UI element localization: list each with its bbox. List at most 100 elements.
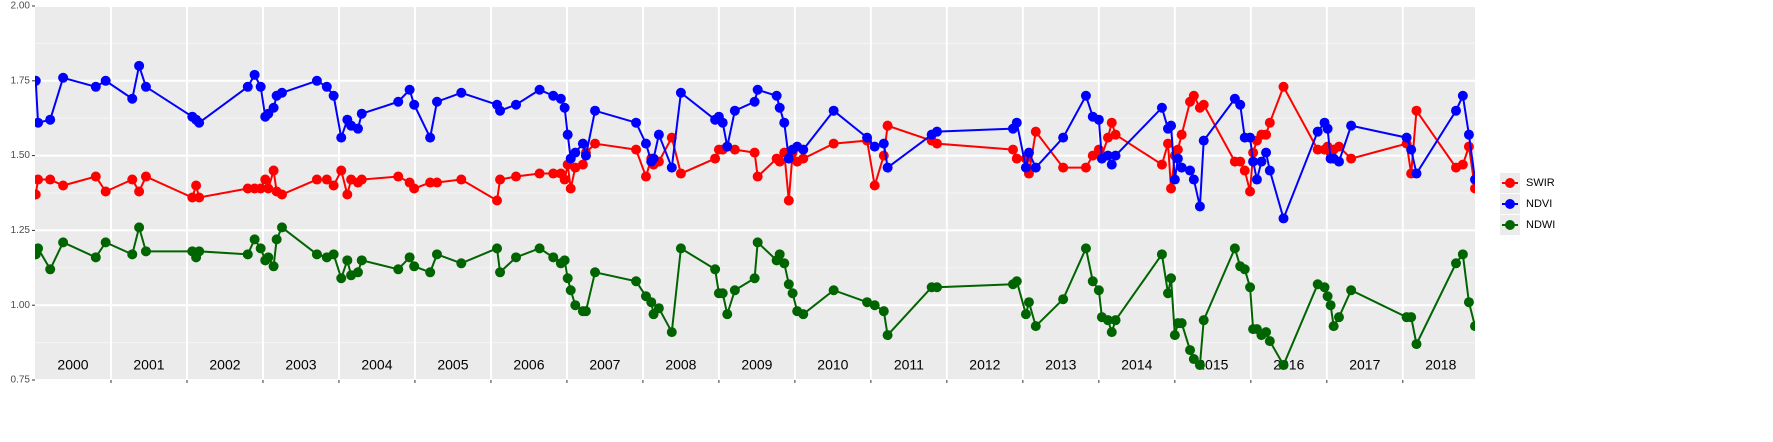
- point: [783, 279, 794, 290]
- point: [1156, 102, 1167, 113]
- point: [328, 249, 339, 260]
- point: [1198, 99, 1209, 110]
- point: [1093, 114, 1104, 125]
- point: [570, 300, 581, 311]
- point: [342, 189, 353, 200]
- point: [456, 87, 467, 98]
- point: [255, 183, 266, 194]
- point: [722, 309, 733, 320]
- point: [1239, 264, 1250, 275]
- point: [570, 147, 581, 158]
- point: [58, 237, 69, 248]
- point: [1156, 159, 1167, 170]
- point: [1256, 156, 1267, 167]
- point: [495, 174, 506, 185]
- point: [187, 192, 198, 203]
- point: [1401, 132, 1412, 143]
- point: [862, 132, 873, 143]
- point: [749, 273, 760, 284]
- point: [931, 126, 942, 137]
- point: [127, 174, 138, 185]
- point: [1261, 147, 1272, 158]
- series: [35, 60, 1475, 224]
- point: [1470, 321, 1475, 332]
- point: [1185, 165, 1196, 176]
- series: [35, 222, 1475, 371]
- year-label: 2002: [209, 357, 240, 373]
- point: [749, 96, 760, 107]
- point: [1110, 129, 1121, 140]
- point: [798, 153, 809, 164]
- point: [311, 249, 322, 260]
- point: [311, 75, 322, 86]
- point: [255, 81, 266, 92]
- point: [729, 144, 740, 155]
- point: [878, 306, 889, 317]
- point: [140, 246, 151, 257]
- point: [646, 297, 657, 308]
- point: [336, 273, 347, 284]
- point: [717, 288, 728, 299]
- point: [548, 252, 559, 263]
- point: [511, 252, 522, 263]
- point: [710, 153, 721, 164]
- point: [456, 174, 467, 185]
- point: [534, 243, 545, 254]
- point: [580, 306, 591, 317]
- point: [1087, 276, 1098, 287]
- point: [242, 249, 253, 260]
- legend-point: [1505, 199, 1515, 209]
- point: [393, 264, 404, 275]
- point: [1176, 129, 1187, 140]
- point: [1106, 117, 1117, 128]
- legend-point: [1505, 220, 1515, 230]
- point: [631, 117, 642, 128]
- point: [1312, 144, 1323, 155]
- point: [409, 261, 420, 272]
- point: [1188, 174, 1199, 185]
- point: [194, 117, 205, 128]
- point: [431, 177, 442, 188]
- point: [675, 168, 686, 179]
- point: [321, 81, 332, 92]
- point: [580, 150, 591, 161]
- point: [1007, 144, 1018, 155]
- point: [1185, 345, 1196, 356]
- point: [425, 267, 436, 278]
- point: [431, 249, 442, 260]
- legend-label: SWIR: [1526, 177, 1555, 189]
- point: [717, 117, 728, 128]
- point: [242, 183, 253, 194]
- point: [140, 171, 151, 182]
- point: [1058, 162, 1069, 173]
- year-label: 2012: [969, 357, 1000, 373]
- point: [1030, 321, 1041, 332]
- point: [1080, 90, 1091, 101]
- year-label: 2000: [57, 357, 88, 373]
- point: [1457, 159, 1468, 170]
- point: [828, 105, 839, 116]
- point: [393, 171, 404, 182]
- point: [771, 90, 782, 101]
- point: [779, 117, 790, 128]
- point: [729, 105, 740, 116]
- point: [1011, 276, 1022, 287]
- point: [1110, 150, 1121, 161]
- point: [276, 189, 287, 200]
- point: [1264, 336, 1275, 347]
- year-label: 2018: [1425, 357, 1456, 373]
- point: [321, 174, 332, 185]
- point: [1156, 249, 1167, 260]
- point: [548, 90, 559, 101]
- point: [1102, 132, 1113, 143]
- point: [1333, 156, 1344, 167]
- point: [1106, 327, 1117, 338]
- year-label: 2016: [1273, 357, 1304, 373]
- point: [352, 267, 363, 278]
- point: [409, 99, 420, 110]
- point: [1346, 153, 1357, 164]
- point: [555, 93, 566, 104]
- point: [268, 261, 279, 272]
- year-label: 2017: [1349, 357, 1380, 373]
- point: [1261, 327, 1272, 338]
